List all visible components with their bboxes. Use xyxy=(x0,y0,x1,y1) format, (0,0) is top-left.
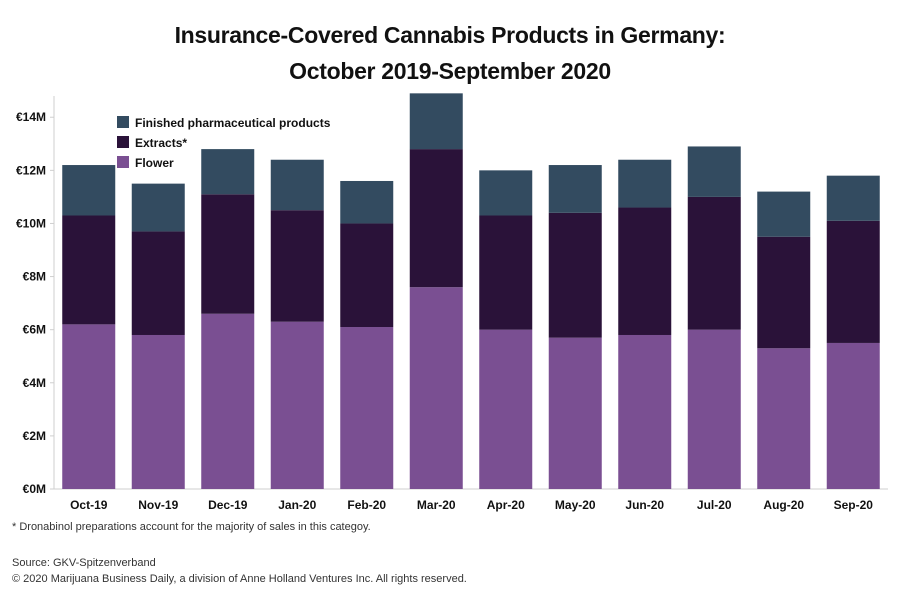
bar-finished-apr-20 xyxy=(479,170,533,216)
bar-flower-nov-19 xyxy=(131,334,185,489)
bar-extracts-mar-20 xyxy=(409,149,463,288)
copyright-note: © 2020 Marijuana Business Daily, a divis… xyxy=(12,573,467,585)
bar-finished-jan-20 xyxy=(270,159,324,211)
bar-finished-feb-20 xyxy=(340,180,394,224)
x-tick-label: Oct-19 xyxy=(70,498,108,512)
chart-title-line-1: Insurance-Covered Cannabis Products in G… xyxy=(174,22,726,48)
bar-extracts-apr-20 xyxy=(479,215,533,330)
bar-finished-sep-20 xyxy=(826,175,880,221)
y-tick-label: €4M xyxy=(23,376,46,390)
legend-swatch-flower xyxy=(117,156,129,168)
footnote: * Dronabinol preparations account for th… xyxy=(12,521,371,533)
bar-flower-jun-20 xyxy=(618,334,672,489)
source-note: Source: GKV-Spitzenverband xyxy=(12,557,156,569)
legend-label-flower: Flower xyxy=(135,156,174,170)
x-tick-label: May-20 xyxy=(555,498,596,512)
bar-extracts-may-20 xyxy=(548,212,602,338)
x-tick-label: Nov-19 xyxy=(138,498,178,512)
x-tick-label: Aug-20 xyxy=(763,498,804,512)
bar-extracts-aug-20 xyxy=(757,236,811,349)
bar-finished-mar-20 xyxy=(409,93,463,150)
bar-finished-jul-20 xyxy=(687,146,741,197)
bar-extracts-feb-20 xyxy=(340,223,394,328)
bar-flower-oct-19 xyxy=(62,324,116,489)
bar-finished-aug-20 xyxy=(757,191,811,237)
y-tick-label: €0M xyxy=(23,482,46,496)
bar-flower-sep-20 xyxy=(826,342,880,489)
bar-flower-aug-20 xyxy=(757,348,811,489)
chart-title-line-2: October 2019-September 2020 xyxy=(289,58,611,84)
x-axis-ticks: Oct-19 Nov-19 Dec-19 Jan-20 Feb-20 Mar-20 Apr-… xyxy=(70,498,873,512)
bar-extracts-sep-20 xyxy=(826,220,880,343)
bar-finished-jun-20 xyxy=(618,159,672,208)
x-tick-label: Feb-20 xyxy=(347,498,386,512)
bar-extracts-oct-19 xyxy=(62,215,116,325)
legend-swatch-extracts xyxy=(117,136,129,148)
y-axis-ticks: €0M €2M €4M €6M €8M €10M €12M €14M xyxy=(16,110,54,496)
y-tick-label: €14M xyxy=(16,110,46,124)
bar-extracts-dec-19 xyxy=(201,194,255,314)
bar-extracts-jan-20 xyxy=(270,210,324,322)
legend-label-extracts: Extracts* xyxy=(135,136,187,150)
y-tick-label: €10M xyxy=(16,216,46,230)
x-tick-label: Dec-19 xyxy=(208,498,248,512)
y-tick-label: €8M xyxy=(23,270,46,284)
bar-finished-nov-19 xyxy=(131,183,185,232)
x-tick-label: Mar-20 xyxy=(417,498,456,512)
bar-finished-may-20 xyxy=(548,165,602,213)
chart-bars xyxy=(62,93,880,489)
y-tick-label: €12M xyxy=(16,163,46,177)
y-tick-label: €6M xyxy=(23,323,46,337)
bar-extracts-nov-19 xyxy=(131,231,185,335)
legend-label-finished: Finished pharmaceutical products xyxy=(135,116,331,130)
bar-flower-jul-20 xyxy=(687,329,741,489)
bar-flower-dec-19 xyxy=(201,313,255,489)
chart-legend: Finished pharmaceutical products Extracts… xyxy=(117,116,331,170)
x-tick-label: Jan-20 xyxy=(278,498,316,512)
bar-finished-oct-19 xyxy=(62,165,116,216)
x-tick-label: Jul-20 xyxy=(697,498,732,512)
bar-flower-feb-20 xyxy=(340,327,394,489)
bar-extracts-jul-20 xyxy=(687,196,741,330)
bar-flower-may-20 xyxy=(548,337,602,489)
bar-flower-jan-20 xyxy=(270,321,324,489)
x-tick-label: Sep-20 xyxy=(834,498,874,512)
x-tick-label: Apr-20 xyxy=(487,498,525,512)
y-tick-label: €2M xyxy=(23,429,46,443)
chart-axes xyxy=(53,96,888,490)
bar-finished-dec-19 xyxy=(201,149,255,195)
x-tick-label: Jun-20 xyxy=(625,498,664,512)
bar-extracts-jun-20 xyxy=(618,207,672,335)
bar-flower-mar-20 xyxy=(409,287,463,489)
legend-swatch-finished xyxy=(117,116,129,128)
bar-flower-apr-20 xyxy=(479,329,533,489)
